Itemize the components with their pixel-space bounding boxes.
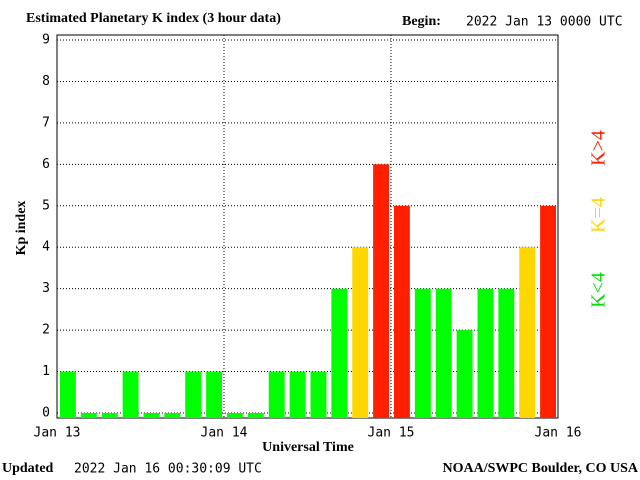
bar	[456, 330, 473, 418]
legend-entry: K>4	[588, 130, 610, 166]
legend-entry: K=4	[588, 197, 610, 233]
y-tick-label: 3	[42, 281, 50, 296]
updated-label: Updated	[2, 461, 54, 476]
y-tick-label: 5	[42, 198, 50, 213]
bar	[414, 288, 431, 418]
y-tick-label: 6	[42, 157, 50, 172]
bar	[310, 371, 327, 418]
bar	[519, 247, 536, 418]
bar	[540, 205, 556, 418]
plot-frame	[56, 34, 559, 419]
bar	[498, 288, 515, 418]
begin-label: Begin:	[402, 14, 441, 29]
bar	[394, 205, 410, 418]
x-tick-label: Jan 13	[34, 426, 81, 441]
bar	[289, 371, 306, 418]
y-tick-label: 7	[42, 115, 50, 130]
bar	[143, 413, 160, 418]
y-tick-label: 2	[42, 323, 50, 338]
x-tick-label: Jan 14	[201, 426, 248, 441]
bar	[435, 288, 452, 418]
bar	[60, 371, 76, 418]
bar	[247, 413, 264, 418]
source: NOAA/SWPC Boulder, CO USA	[442, 461, 638, 476]
y-axis-label: Kp index	[14, 201, 29, 256]
bar	[227, 413, 243, 418]
bar	[122, 371, 139, 418]
bar	[268, 371, 285, 418]
x-tick-label: Jan 16	[535, 426, 582, 441]
bar	[352, 247, 369, 418]
bar	[206, 371, 222, 418]
legend-entry: K<4	[588, 272, 610, 308]
bar	[373, 164, 389, 418]
x-tick-label: Jan 15	[368, 426, 415, 441]
y-tick-label: 8	[42, 74, 50, 89]
begin-date: 2022 Jan 13 0000 UTC	[466, 15, 623, 30]
y-tick-label: 1	[42, 364, 50, 379]
bar	[331, 288, 348, 418]
chart-title: Estimated Planetary K index (3 hour data…	[26, 11, 281, 26]
y-tick-label: 9	[42, 33, 50, 48]
bar	[185, 371, 202, 418]
updated-date: 2022 Jan 16 00:30:09 UTC	[74, 462, 262, 477]
bar	[101, 413, 118, 418]
bar	[80, 413, 97, 418]
bar	[477, 288, 494, 418]
y-tick-label: 0	[42, 406, 50, 421]
bar	[164, 413, 181, 418]
x-axis-label: Universal Time	[262, 440, 354, 455]
y-tick-label: 4	[42, 240, 50, 255]
